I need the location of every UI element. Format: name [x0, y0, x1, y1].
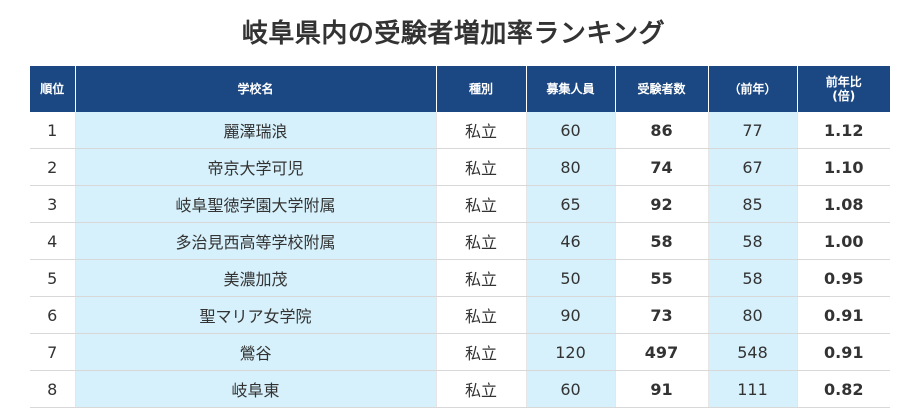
cell-school-name: 聖マリア女学院 — [74, 296, 436, 334]
cell-school-name: 岐阜東 — [74, 370, 436, 408]
header-ratio: 前年比 (倍) — [796, 66, 890, 112]
cell-applicants: 73 — [614, 296, 708, 334]
cell-applicants: 58 — [614, 222, 708, 260]
header-ratio-line1: 前年比 — [825, 75, 862, 89]
cell-ratio: 0.91 — [796, 296, 890, 334]
ranking-table: 順位 学校名 種別 募集人員 受験者数 （前年） 前年比 (倍) 1 麗澤瑞浪 私立… — [30, 66, 890, 408]
cell-quota: 46 — [525, 222, 615, 260]
cell-prev-year: 58 — [707, 259, 797, 297]
cell-applicants: 86 — [614, 112, 708, 149]
cell-type: 私立 — [435, 333, 526, 371]
cell-type: 私立 — [435, 259, 526, 297]
table-row: 1 麗澤瑞浪 私立 60 86 77 1.12 — [30, 112, 890, 149]
cell-prev-year: 67 — [707, 148, 797, 186]
cell-type: 私立 — [435, 185, 526, 223]
table-row: 2 帝京大学可児 私立 80 74 67 1.10 — [30, 148, 890, 186]
cell-prev-year: 111 — [707, 370, 797, 408]
header-rank: 順位 — [30, 66, 75, 112]
cell-prev-year: 548 — [707, 333, 797, 371]
cell-applicants: 92 — [614, 185, 708, 223]
cell-type: 私立 — [435, 222, 526, 260]
table-body: 1 麗澤瑞浪 私立 60 86 77 1.12 2 帝京大学可児 私立 80 74 67 1.10 3 岐阜聖… — [30, 112, 890, 408]
cell-prev-year: 77 — [707, 112, 797, 149]
header-type: 種別 — [435, 66, 526, 112]
cell-quota: 90 — [525, 296, 615, 334]
header-prev: （前年） — [707, 66, 797, 112]
table-row: 7 鶯谷 私立 120 497 548 0.91 — [30, 333, 890, 371]
cell-applicants: 55 — [614, 259, 708, 297]
cell-prev-year: 85 — [707, 185, 797, 223]
table-row: 6 聖マリア女学院 私立 90 73 80 0.91 — [30, 296, 890, 334]
cell-quota: 60 — [525, 370, 615, 408]
cell-school-name: 岐阜聖徳学園大学附属 — [74, 185, 436, 223]
cell-quota: 50 — [525, 259, 615, 297]
header-school: 学校名 — [74, 66, 436, 112]
header-quota: 募集人員 — [525, 66, 615, 112]
cell-applicants: 74 — [614, 148, 708, 186]
cell-applicants: 91 — [614, 370, 708, 408]
cell-rank: 7 — [30, 333, 75, 371]
cell-ratio: 0.82 — [796, 370, 890, 408]
cell-quota: 120 — [525, 333, 615, 371]
cell-school-name: 麗澤瑞浪 — [74, 112, 436, 149]
cell-rank: 2 — [30, 148, 75, 186]
table-row: 8 岐阜東 私立 60 91 111 0.82 — [30, 370, 890, 408]
cell-rank: 1 — [30, 112, 75, 149]
cell-school-name: 美濃加茂 — [74, 259, 436, 297]
cell-type: 私立 — [435, 370, 526, 408]
cell-quota: 65 — [525, 185, 615, 223]
table-row: 4 多治見西高等学校附属 私立 46 58 58 1.00 — [30, 222, 890, 260]
cell-school-name: 多治見西高等学校附属 — [74, 222, 436, 260]
cell-type: 私立 — [435, 112, 526, 149]
cell-ratio: 1.00 — [796, 222, 890, 260]
table-row: 3 岐阜聖徳学園大学附属 私立 65 92 85 1.08 — [30, 185, 890, 223]
cell-prev-year: 58 — [707, 222, 797, 260]
cell-rank: 8 — [30, 370, 75, 408]
table-row: 5 美濃加茂 私立 50 55 58 0.95 — [30, 259, 890, 297]
cell-type: 私立 — [435, 296, 526, 334]
cell-ratio: 1.10 — [796, 148, 890, 186]
table-header-row: 順位 学校名 種別 募集人員 受験者数 （前年） 前年比 (倍) — [30, 66, 890, 112]
cell-rank: 4 — [30, 222, 75, 260]
cell-school-name: 帝京大学可児 — [74, 148, 436, 186]
cell-rank: 6 — [30, 296, 75, 334]
cell-type: 私立 — [435, 148, 526, 186]
cell-ratio: 0.95 — [796, 259, 890, 297]
page-title: 岐阜県内の受験者増加率ランキング — [241, 19, 666, 49]
header-ratio-line2: (倍) — [832, 89, 856, 103]
cell-applicants: 497 — [614, 333, 708, 371]
cell-prev-year: 80 — [707, 296, 797, 334]
cell-rank: 3 — [30, 185, 75, 223]
cell-quota: 60 — [525, 112, 615, 149]
cell-ratio: 1.08 — [796, 185, 890, 223]
cell-rank: 5 — [30, 259, 75, 297]
cell-ratio: 0.91 — [796, 333, 890, 371]
cell-quota: 80 — [525, 148, 615, 186]
cell-school-name: 鶯谷 — [74, 333, 436, 371]
header-applicants: 受験者数 — [614, 66, 708, 112]
cell-ratio: 1.12 — [796, 112, 890, 149]
